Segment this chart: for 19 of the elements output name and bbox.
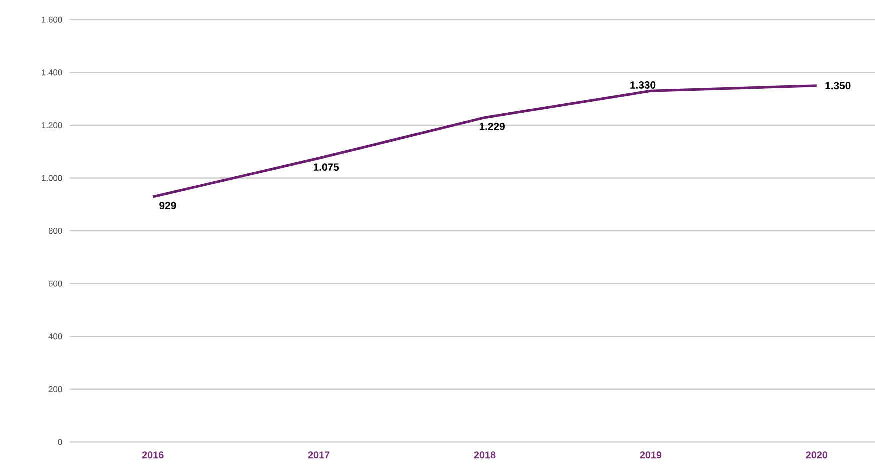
y-tick-label: 200: [48, 386, 62, 392]
y-tick-label: 400: [48, 334, 62, 340]
y-tick-label: 0: [58, 439, 62, 446]
x-tick-label: 2017: [308, 452, 330, 459]
y-tick-label: 600: [48, 280, 62, 287]
data-label: 1.075: [314, 164, 340, 172]
data-label: 1.350: [826, 82, 851, 90]
y-tick-label: 1.000: [42, 175, 62, 182]
x-tick-label: 2020: [806, 452, 828, 459]
data-label: 1.330: [630, 82, 656, 89]
data-label: 929: [160, 202, 176, 210]
x-tick-label: 2019: [640, 452, 662, 459]
y-tick-label: 1.400: [42, 70, 62, 76]
x-tick-label: 2016: [142, 452, 164, 459]
data-label: 1.229: [480, 122, 505, 130]
x-tick-label: 2018: [474, 452, 496, 459]
y-tick-label: 1.200: [42, 122, 62, 128]
y-tick-label: 1.600: [42, 16, 62, 23]
y-tick-label: 800: [48, 228, 62, 234]
